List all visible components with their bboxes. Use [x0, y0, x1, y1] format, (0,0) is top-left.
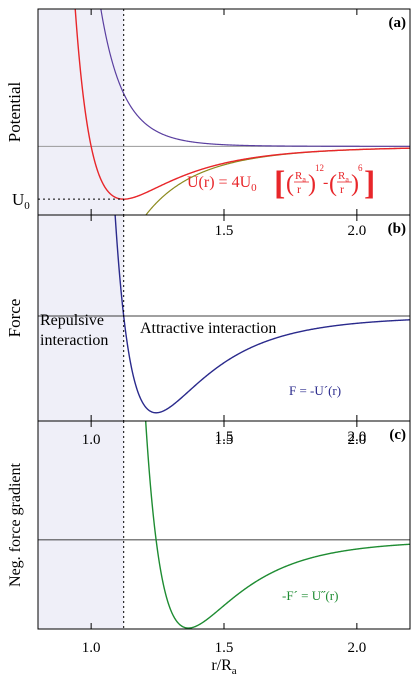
repulsive-region-shading	[38, 9, 124, 215]
y-axis-label: Potential	[5, 82, 24, 143]
x-tick-label: 2.0	[347, 429, 366, 445]
x-tick-label: 2.0	[347, 640, 366, 656]
x-tick-label: 1.5	[215, 223, 234, 239]
formula-paren-open-2: (	[329, 171, 337, 197]
y-axis-label: Force	[5, 299, 24, 338]
formula-num-1: Ra	[295, 170, 306, 184]
x-tick-label: 2.0	[347, 432, 366, 448]
x-tick-label: 1.5	[215, 640, 234, 656]
formula-open-bracket: [	[274, 165, 285, 202]
repulsive-region-shading	[38, 421, 124, 629]
neg-force-gradient-curve	[144, 421, 410, 629]
repulsive-annotation-line1: Repulsive	[40, 312, 104, 329]
x-tick-label: 1.0	[82, 432, 101, 448]
formula-exponent-1: 12	[315, 163, 324, 173]
potential-formula: U(r) = 4U0 [ ( Ra r ) 12 - ( Ra r ) 6 ]	[187, 163, 375, 202]
repulsive-annotation-line2: interaction	[40, 332, 108, 349]
formula-paren-close-2: )	[351, 171, 359, 197]
x-tick-label: 1.0	[82, 640, 101, 656]
x-axis-label: r/Ra	[211, 657, 236, 677]
x-ticks	[90, 9, 358, 215]
x-tick-labels: 1.01.52.0	[82, 223, 366, 239]
panel-label: (c)	[389, 427, 406, 443]
formula-num-2: Ra	[338, 170, 349, 184]
formula-exponent-2: 6	[358, 163, 363, 173]
attractive-annotation: Attractive interaction	[140, 320, 276, 337]
panel-a: 1.01.52.0 Potential (a) U0 U(r) = 4U0 [ …	[5, 8, 411, 239]
x-tick-label: 1.5	[215, 432, 234, 448]
u0-label: U0	[12, 190, 30, 212]
x-ticks	[90, 421, 358, 629]
repulsive-term-curve	[100, 9, 410, 147]
panel-label: (a)	[389, 15, 407, 31]
force-series-label: F = -U´(r)	[289, 383, 341, 398]
lennard-jones-potential-curve	[74, 9, 410, 200]
x-ticks	[90, 215, 358, 421]
x-tick-label: 2.0	[347, 223, 366, 239]
x-tick-labels: 1.0 1.5 2.0 1.0 1.5 2.0	[82, 432, 366, 656]
x-tick-label: 1.5	[215, 429, 234, 445]
force-curve	[114, 215, 410, 414]
y-axis-label: Neg. force gradient	[7, 462, 24, 586]
formula-den-1: r	[297, 182, 301, 196]
formula-paren-open-1: (	[286, 171, 294, 197]
formula-lhs: U(r) = 4U0	[187, 174, 257, 194]
formula-minus: -	[323, 174, 328, 191]
formula-den-2: r	[340, 182, 344, 196]
gradient-series-label: -F´ = U˝(r)	[282, 588, 338, 603]
formula-paren-close-1: )	[308, 171, 316, 197]
panel-c: 1.0 1.5 2.0 1.0 1.5 2.0 Neg. force gradient (…	[7, 420, 411, 677]
formula-close-bracket: ]	[364, 165, 375, 202]
repulsive-region-shading	[38, 215, 124, 421]
panel-label: (b)	[388, 221, 406, 237]
